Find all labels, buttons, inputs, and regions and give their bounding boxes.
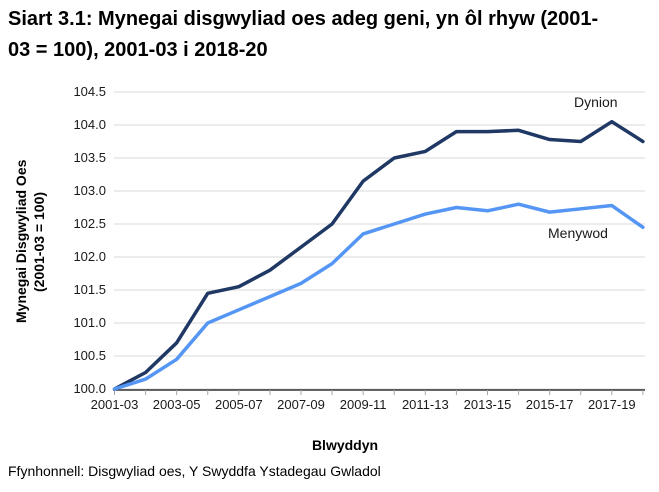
y-tick-label: 103.0 [73,183,106,198]
x-tick-label: 2003-05 [152,397,201,412]
series-label-dynion: Dynion [574,94,618,110]
y-tick-label: 102.0 [73,249,106,264]
x-tick-label: 2001-03 [90,397,139,412]
y-tick-label: 100.5 [73,348,106,363]
y-axis-title: Mynegai Disgwyliad Oes (2001-03 = 100) [12,93,56,390]
x-tick-label: 2009-11 [339,397,387,412]
series-line-dynion [112,119,645,391]
series-label-menywod: Menywod [548,225,608,241]
y-tick-label: 102.5 [73,216,106,231]
series-line-menywod [112,202,645,391]
x-tick-label: 2017-19 [587,397,636,412]
chart-title: Siart 3.1: Mynegai disgwyliad oes adeg g… [8,8,599,61]
x-axis-title: Blwyddyn [311,437,379,453]
y-axis-title-line1: Mynegai Disgwyliad Oes [13,159,29,324]
x-tick-label: 2015-17 [525,397,574,412]
y-tick-label: 100.0 [73,381,106,396]
y-tick-label: 104.0 [73,117,106,132]
x-tick-label: 2013-15 [463,397,512,412]
source-note: Ffynhonnell: Disgwyliad oes, Y Swyddfa Y… [8,463,381,479]
x-tick-label: 2011-13 [401,397,449,412]
y-tick-label: 104.5 [73,84,106,99]
x-tick-label: 2007-09 [277,397,325,412]
y-tick-label: 101.5 [73,282,106,297]
y-tick-label: 101.0 [73,315,106,330]
x-tick-label: 2005-07 [214,397,263,412]
y-axis-title-line2: (2001-03 = 100) [31,191,48,292]
y-tick-label: 103.5 [73,150,106,165]
